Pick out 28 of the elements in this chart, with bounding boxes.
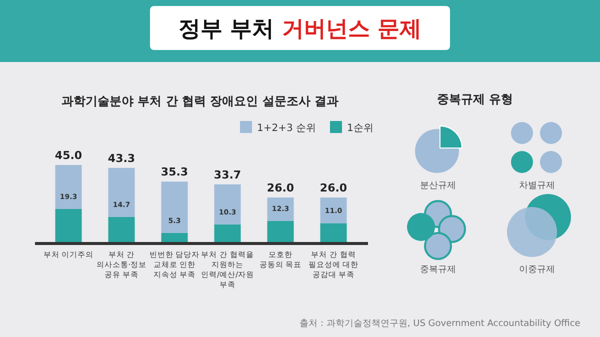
- bar: [267, 220, 294, 242]
- chart-subtitle: 과학기술분야 부처 간 협력 장애요인 설문조사 결과: [61, 94, 339, 108]
- total-label: 33.7: [214, 168, 242, 182]
- legend-label: 1+2+3 순위: [257, 123, 316, 134]
- text: 이중규제: [519, 265, 555, 275]
- bar: [161, 182, 188, 233]
- total-label: 35.3: [160, 166, 188, 179]
- bar: [55, 208, 82, 242]
- legend-label: 1순위: [347, 123, 374, 134]
- bar: [108, 168, 135, 217]
- bar: [214, 224, 241, 242]
- total-label: 26.0: [320, 182, 348, 195]
- text: 중복규제 유형: [436, 92, 514, 106]
- bar: [108, 216, 135, 242]
- text: 분산규제: [420, 181, 456, 191]
- bar: [214, 184, 241, 224]
- bar: [267, 198, 294, 221]
- bar: [320, 198, 347, 224]
- total-label: 43.3: [108, 152, 136, 165]
- bar: [161, 232, 188, 242]
- bar: [55, 165, 82, 209]
- bar: [320, 223, 347, 242]
- chart-title: 정부 부처 거버넌스 문제: [178, 17, 422, 42]
- text: 중복규제: [420, 265, 456, 275]
- total-label: 45.0: [54, 149, 82, 162]
- total-label: 26.0: [266, 182, 294, 195]
- source-note: 출처 : 과학기술정책연구원, US Government Accountability Office: [300, 319, 581, 329]
- text: 차별규제: [519, 181, 555, 191]
